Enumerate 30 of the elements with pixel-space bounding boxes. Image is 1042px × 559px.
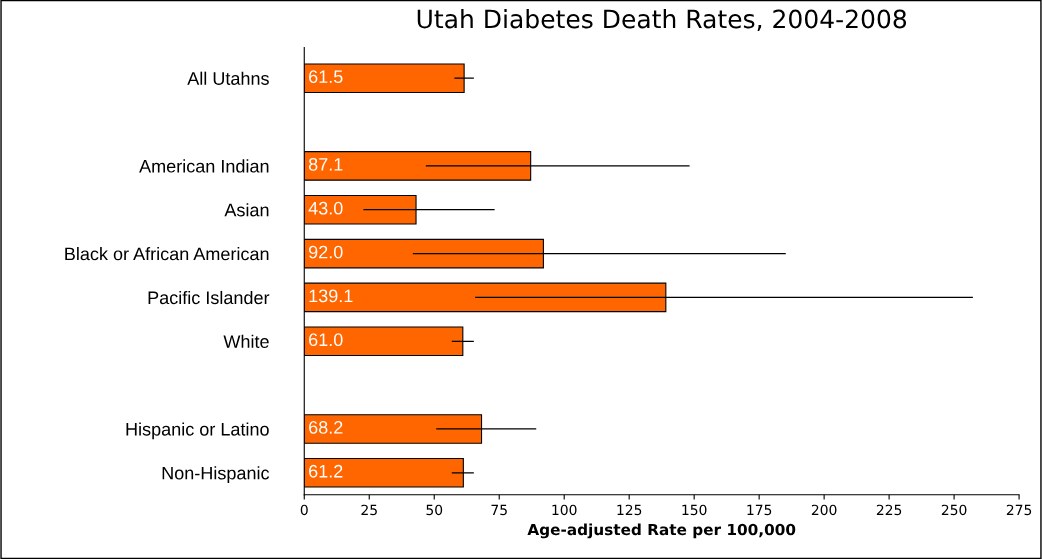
data-label: 43.0 [308, 201, 343, 215]
x-tick-label: 200 [811, 504, 837, 516]
y-tick-label: Asian [224, 203, 269, 217]
chart-title: Utah Diabetes Death Rates, 2004-2008 [417, 9, 907, 31]
data-label: 68.2 [309, 421, 343, 434]
y-tick-label: Non-Hispanic [162, 466, 270, 484]
y-tick-label: Black or African American [65, 247, 269, 261]
data-label: 61.0 [309, 333, 343, 347]
x-tick-label: 150 [682, 504, 707, 516]
x-tick-label: 275 [1006, 504, 1032, 516]
x-tick-label: 250 [941, 504, 967, 516]
data-label: 61.2 [309, 464, 343, 478]
data-label: 139.1 [309, 289, 353, 303]
x-tick-label: 100 [552, 504, 577, 516]
data-label: 92.0 [309, 245, 343, 259]
data-label: 61.5 [309, 70, 343, 84]
x-tick-label: 125 [617, 504, 642, 516]
x-tick-label: 75 [491, 504, 507, 516]
y-tick-label: All Utahns [187, 71, 269, 85]
x-axis-title: Age-adjusted Rate per 100,000 [527, 523, 796, 539]
y-tick-label: American Indian [139, 159, 269, 173]
x-tick-label: 175 [747, 504, 772, 516]
x-tick-label: 225 [876, 504, 902, 516]
y-tick-label: Pacific Islander [148, 290, 270, 305]
x-tick-label: 0 [300, 504, 308, 516]
x-tick-label: 25 [361, 504, 377, 516]
x-tick-label: 50 [426, 504, 443, 516]
y-tick-label: Hispanic or Latino [126, 422, 269, 440]
data-label: 87.1 [308, 157, 343, 171]
y-tick-label: White [223, 334, 269, 348]
